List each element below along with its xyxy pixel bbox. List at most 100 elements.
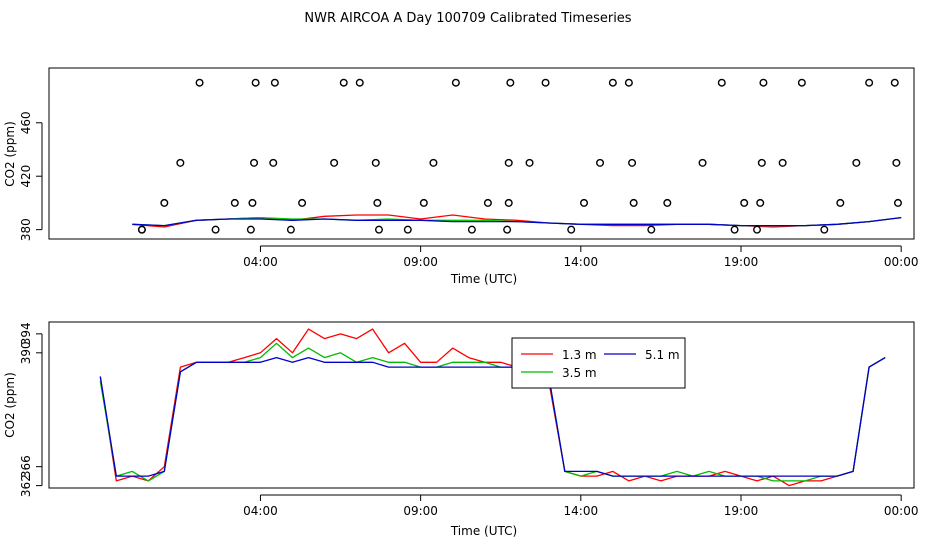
calibration-point (624, 78, 633, 87)
calibration-points (137, 78, 902, 234)
calibration-point (717, 78, 726, 87)
calibration-point (467, 225, 476, 234)
top-y-tick-label: 460 (19, 111, 33, 134)
bottom-y-tick-label: 390 (19, 341, 33, 364)
calibration-point (403, 225, 412, 234)
calibration-point (663, 198, 672, 207)
calibration-point (865, 78, 874, 87)
bottom-series (99, 328, 886, 487)
calibration-point (451, 78, 460, 87)
calibration-point (753, 225, 762, 234)
top-x-axis: 04:00 09:00 14:00 19:00 00:00 (243, 245, 919, 269)
bottom-x-tick-label: 09:00 (403, 504, 438, 518)
calibration-point (330, 158, 339, 167)
top-x-tick-label: 04:00 (243, 255, 278, 269)
calibration-point (628, 158, 637, 167)
top-x-tick-label: 09:00 (403, 255, 438, 269)
calibration-point (504, 158, 513, 167)
calibration-point (730, 225, 739, 234)
calibration-point (160, 198, 169, 207)
bottom-plot-frame (48, 321, 915, 489)
bottom-series-line-1-3-m (99, 328, 886, 487)
calibration-point (374, 225, 383, 234)
top-y-axis-label: CO2 (ppm) (3, 121, 17, 187)
bottom-y-tick-label: 394 (19, 322, 33, 345)
calibration-point (820, 225, 829, 234)
calibration-point (629, 198, 638, 207)
calibration-point (211, 225, 220, 234)
calibration-point (836, 198, 845, 207)
bottom-x-tick-label: 04:00 (243, 504, 278, 518)
calibration-point (596, 158, 605, 167)
calibration-point (248, 198, 257, 207)
calibration-point (137, 225, 146, 234)
calibration-point (176, 158, 185, 167)
calibration-point (251, 78, 260, 87)
legend-label-5-1m: 5.1 m (645, 348, 680, 362)
top-series-line-5-1-m (132, 216, 902, 227)
calibration-point (797, 78, 806, 87)
legend-label-1-3m: 1.3 m (562, 348, 597, 362)
top-plot-frame (48, 67, 915, 240)
bottom-series-line-3-5-m (99, 342, 886, 482)
calibration-point (759, 78, 768, 87)
bottom-x-axis-label: Time (UTC) (450, 524, 517, 538)
calibration-point (757, 158, 766, 167)
top-series (132, 214, 902, 228)
calibration-point (890, 78, 899, 87)
calibration-point (580, 198, 589, 207)
calibration-point (608, 78, 617, 87)
bottom-x-tick-label: 14:00 (564, 504, 599, 518)
calibration-point (567, 225, 576, 234)
bottom-y-tick-label: 366 (19, 455, 33, 478)
calibration-point (756, 198, 765, 207)
calibration-point (778, 158, 787, 167)
calibration-point (355, 78, 364, 87)
calibration-point (541, 78, 550, 87)
calibration-point (373, 198, 382, 207)
calibration-point (506, 78, 515, 87)
top-y-tick-label: 420 (19, 165, 33, 188)
calibration-point (286, 225, 295, 234)
calibration-point (371, 158, 380, 167)
calibration-point (647, 225, 656, 234)
bottom-x-tick-label: 19:00 (724, 504, 759, 518)
calibration-point (339, 78, 348, 87)
calibration-point (419, 198, 428, 207)
calibration-point (429, 158, 438, 167)
calibration-point (246, 225, 255, 234)
top-x-tick-label: 19:00 (724, 255, 759, 269)
top-x-tick-label: 00:00 (884, 255, 919, 269)
top-y-axis: 380 420 460 (19, 111, 43, 241)
calibration-point (893, 198, 902, 207)
calibration-point (270, 78, 279, 87)
bottom-x-tick-label: 00:00 (884, 504, 919, 518)
legend-box (511, 337, 686, 389)
calibration-point (269, 158, 278, 167)
calibration-point (298, 198, 307, 207)
bottom-series-line-5-1-m (99, 356, 886, 477)
calibration-point (525, 158, 534, 167)
bottom-y-tick-label: 362 (19, 474, 33, 497)
calibration-point (230, 198, 239, 207)
calibration-point (892, 158, 901, 167)
top-x-tick-label: 14:00 (564, 255, 599, 269)
legend-label-3-5m: 3.5 m (562, 366, 597, 380)
top-panel: 04:00 09:00 14:00 19:00 00:00 380 420 460 Time… (3, 67, 919, 286)
calibration-point (195, 78, 204, 87)
calibration-point (250, 158, 259, 167)
bottom-x-axis: 04:00 09:00 14:00 19:00 00:00 (243, 494, 919, 518)
calibration-point (740, 198, 749, 207)
calibration-point (698, 158, 707, 167)
legend: 1.3 m 5.1 m 3.5 m (511, 337, 686, 389)
bottom-y-axis-label: CO2 (ppm) (3, 372, 17, 438)
calibration-point (852, 158, 861, 167)
calibration-point (483, 198, 492, 207)
top-x-axis-label: Time (UTC) (450, 272, 517, 286)
calibration-point (503, 225, 512, 234)
calibration-point (504, 198, 513, 207)
figure-title: NWR AIRCOA A Day 100709 Calibrated Times… (304, 11, 631, 26)
